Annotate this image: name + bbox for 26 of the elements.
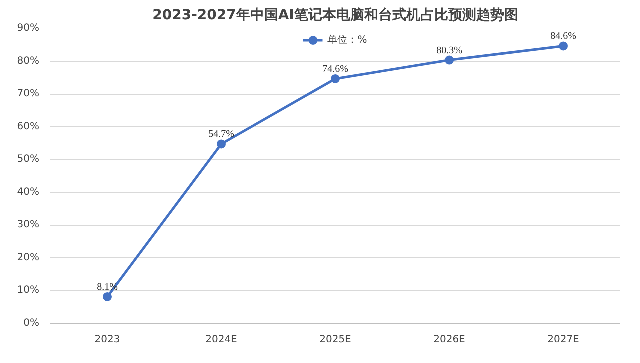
x-tick-label: 2025E xyxy=(320,334,352,346)
x-tick-label: 2024E xyxy=(206,334,238,346)
chart-title: 2023-2027年中国AI笔记本电脑和台式机占比预测趋势图 xyxy=(152,6,518,24)
y-tick-label: 40% xyxy=(17,186,40,198)
x-tick-label: 2026E xyxy=(434,334,466,346)
data-label: 54.7% xyxy=(208,129,234,140)
x-tick-label: 2023 xyxy=(94,334,120,346)
point xyxy=(331,74,340,84)
y-tick-label: 0% xyxy=(24,318,40,329)
x-tick-label: 2027E xyxy=(548,334,580,346)
point xyxy=(103,292,112,302)
y-tick-label: 70% xyxy=(17,88,40,100)
data-label: 74.6% xyxy=(322,64,348,75)
y-tick-label: 30% xyxy=(17,220,40,231)
legend-label: 单位：% xyxy=(328,34,368,47)
point xyxy=(217,140,226,149)
point xyxy=(559,42,568,51)
point xyxy=(445,56,454,65)
y-tick-label: 10% xyxy=(17,285,40,296)
data-label: 80.3% xyxy=(436,45,462,56)
y-tick-label: 50% xyxy=(17,154,40,166)
y-tick-label: 90% xyxy=(17,23,40,34)
y-tick-label: 80% xyxy=(17,56,40,67)
data-label: 84.6% xyxy=(550,31,576,42)
y-tick-label: 20% xyxy=(17,252,40,264)
y-tick-label: 60% xyxy=(17,121,40,132)
